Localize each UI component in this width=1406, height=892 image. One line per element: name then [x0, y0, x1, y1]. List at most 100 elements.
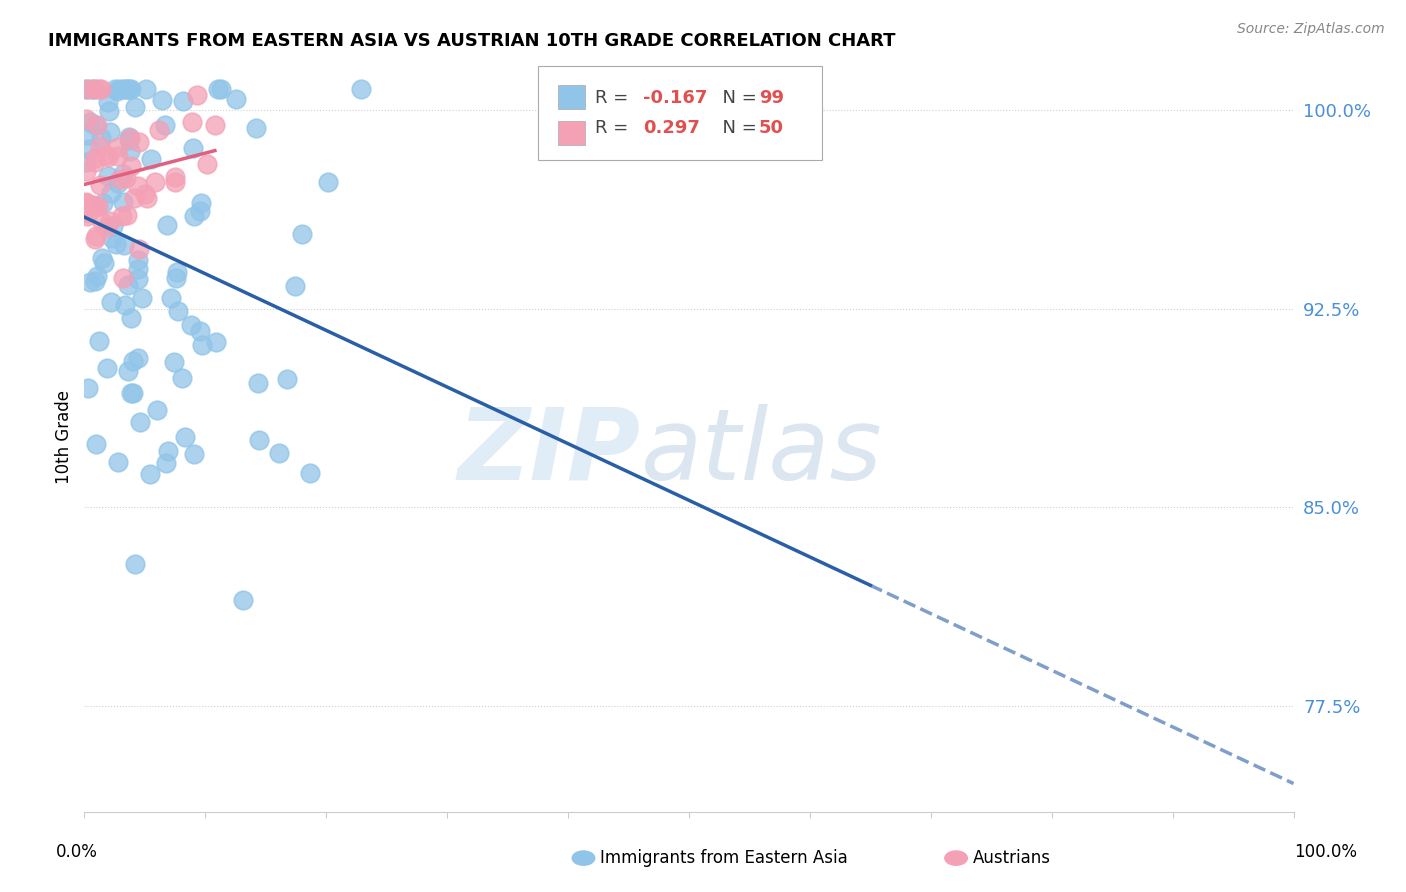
Point — [122, 354, 145, 368]
Point — [114, 298, 136, 312]
Point — [165, 270, 187, 285]
Point — [316, 175, 339, 189]
Point — [112, 195, 135, 210]
Text: IMMIGRANTS FROM EASTERN ASIA VS AUSTRIAN 10TH GRADE CORRELATION CHART: IMMIGRANTS FROM EASTERN ASIA VS AUSTRIAN… — [48, 32, 896, 50]
Point — [89, 178, 111, 192]
Point — [131, 291, 153, 305]
Point — [75, 112, 97, 126]
Point — [87, 334, 110, 348]
Point — [155, 456, 177, 470]
Point — [247, 433, 270, 447]
Point — [98, 214, 121, 228]
Point — [120, 311, 142, 326]
Point — [75, 82, 97, 96]
Point — [75, 201, 97, 215]
Point — [121, 385, 143, 400]
Point — [128, 135, 150, 149]
Text: 0.297: 0.297 — [643, 119, 700, 136]
Point — [79, 142, 101, 156]
Point — [84, 154, 107, 169]
Point — [124, 557, 146, 571]
Point — [195, 157, 218, 171]
Point — [134, 186, 156, 201]
Point — [204, 118, 226, 132]
Text: 100.0%: 100.0% — [1294, 843, 1357, 861]
Point — [96, 220, 118, 235]
Point — [84, 228, 107, 243]
Point — [124, 100, 146, 114]
Point — [129, 415, 152, 429]
Point — [120, 160, 142, 174]
Point — [101, 219, 124, 233]
Text: atlas: atlas — [641, 403, 882, 500]
Point — [156, 443, 179, 458]
Point — [77, 381, 100, 395]
Point — [83, 274, 105, 288]
Text: ZIP: ZIP — [457, 403, 641, 500]
Point — [76, 82, 98, 96]
Point — [107, 140, 129, 154]
Point — [75, 194, 97, 209]
Point — [80, 82, 103, 96]
Point — [115, 82, 138, 96]
Text: Immigrants from Eastern Asia: Immigrants from Eastern Asia — [600, 849, 848, 867]
Point — [83, 151, 105, 165]
Point — [139, 152, 162, 166]
Point — [127, 351, 149, 366]
Point — [97, 150, 120, 164]
Point — [120, 144, 142, 158]
Point — [127, 253, 149, 268]
Point — [186, 87, 208, 102]
Point — [166, 304, 188, 318]
Point — [76, 201, 98, 215]
Point — [232, 593, 254, 607]
Point — [117, 208, 139, 222]
Point — [183, 210, 205, 224]
Point — [118, 133, 141, 147]
Point — [96, 361, 118, 376]
Point — [299, 466, 322, 480]
Point — [165, 169, 187, 184]
Point — [75, 196, 97, 211]
Point — [183, 447, 205, 461]
Point — [76, 206, 98, 220]
Point — [153, 118, 176, 132]
Point — [127, 272, 149, 286]
Point — [166, 264, 188, 278]
Point — [90, 131, 112, 145]
Point — [90, 251, 112, 265]
Point — [127, 178, 149, 193]
Text: R =: R = — [595, 89, 634, 107]
Point — [112, 238, 135, 252]
Point — [190, 196, 212, 211]
FancyBboxPatch shape — [538, 66, 823, 160]
Point — [84, 232, 107, 246]
Point — [107, 149, 129, 163]
Point — [180, 318, 202, 332]
Point — [75, 155, 97, 169]
Point — [159, 292, 181, 306]
Point — [247, 376, 270, 390]
Point — [225, 92, 247, 106]
Point — [104, 82, 127, 96]
Point — [83, 200, 105, 214]
Point — [76, 209, 98, 223]
Point — [136, 191, 159, 205]
Text: N =: N = — [710, 89, 762, 107]
Point — [98, 104, 121, 119]
Point — [79, 275, 101, 289]
Point — [188, 203, 211, 218]
Point — [83, 118, 105, 132]
Point — [172, 94, 194, 108]
Point — [87, 82, 110, 96]
Point — [100, 186, 122, 200]
Point — [150, 93, 173, 107]
Point — [100, 295, 122, 310]
Text: N =: N = — [710, 119, 762, 136]
Text: 50: 50 — [759, 119, 785, 136]
Point — [100, 230, 122, 244]
Point — [205, 334, 228, 349]
Point — [181, 115, 204, 129]
Point — [86, 269, 108, 284]
Point — [191, 337, 214, 351]
